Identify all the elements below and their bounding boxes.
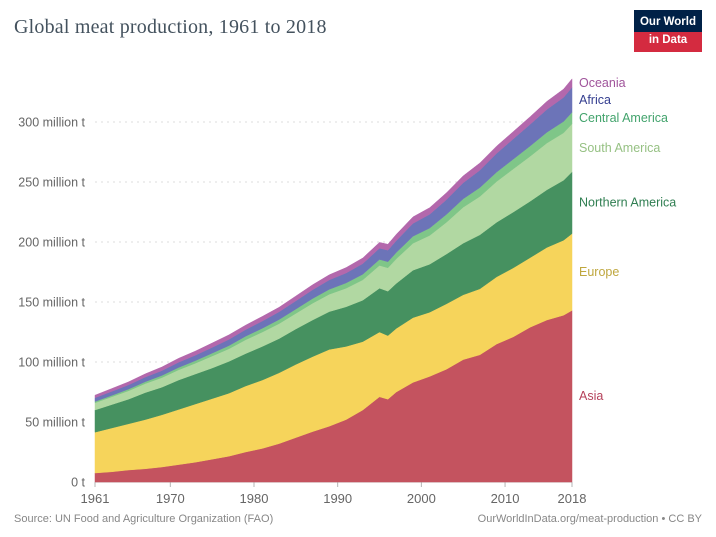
chart-header: Global meat production, 1961 to 2018 Our…: [0, 0, 716, 52]
source-note: Source: UN Food and Agriculture Organiza…: [14, 513, 274, 525]
legend-label-oceania: Oceania: [579, 76, 626, 90]
x-tick-label: 2018: [558, 491, 587, 506]
owid-logo[interactable]: Our World in Data: [634, 10, 702, 52]
y-tick-label: 150 million t: [18, 295, 85, 309]
chart-footer: Source: UN Food and Agriculture Organiza…: [0, 513, 716, 537]
stacked-area-chart: 0 t 50 million t 100 million t 150 million …: [18, 76, 676, 506]
area-oceania: [94, 78, 573, 399]
x-tick-label: 1970: [156, 491, 185, 506]
legend-label-northern-america: Northern America: [579, 196, 676, 210]
y-tick-label: 0 t: [71, 475, 85, 489]
y-tick-label: 250 million t: [18, 175, 85, 189]
attribution-link[interactable]: OurWorldInData.org/meat-production • CC …: [477, 513, 702, 525]
legend-label-central-america: Central America: [579, 111, 668, 125]
x-tick-label: 1990: [323, 491, 352, 506]
legend-label-south-america: South America: [579, 141, 660, 155]
legend-label-europe: Europe: [579, 265, 619, 279]
y-tick-label: 200 million t: [18, 235, 85, 249]
legend-label-asia: Asia: [579, 389, 603, 403]
legend-label-africa: Africa: [579, 93, 611, 107]
owid-logo-line2: in Data: [634, 31, 702, 52]
owid-logo-line1: Our World: [639, 16, 696, 28]
x-tick-label: 2000: [407, 491, 436, 506]
page-title: Global meat production, 1961 to 2018: [14, 16, 327, 38]
y-tick-label: 100 million t: [18, 355, 85, 369]
x-tick-label: 1980: [240, 491, 269, 506]
x-tick-label: 1961: [81, 491, 110, 506]
x-tick-label: 2010: [491, 491, 520, 506]
y-tick-label: 300 million t: [18, 115, 85, 129]
y-tick-label: 50 million t: [25, 415, 85, 429]
